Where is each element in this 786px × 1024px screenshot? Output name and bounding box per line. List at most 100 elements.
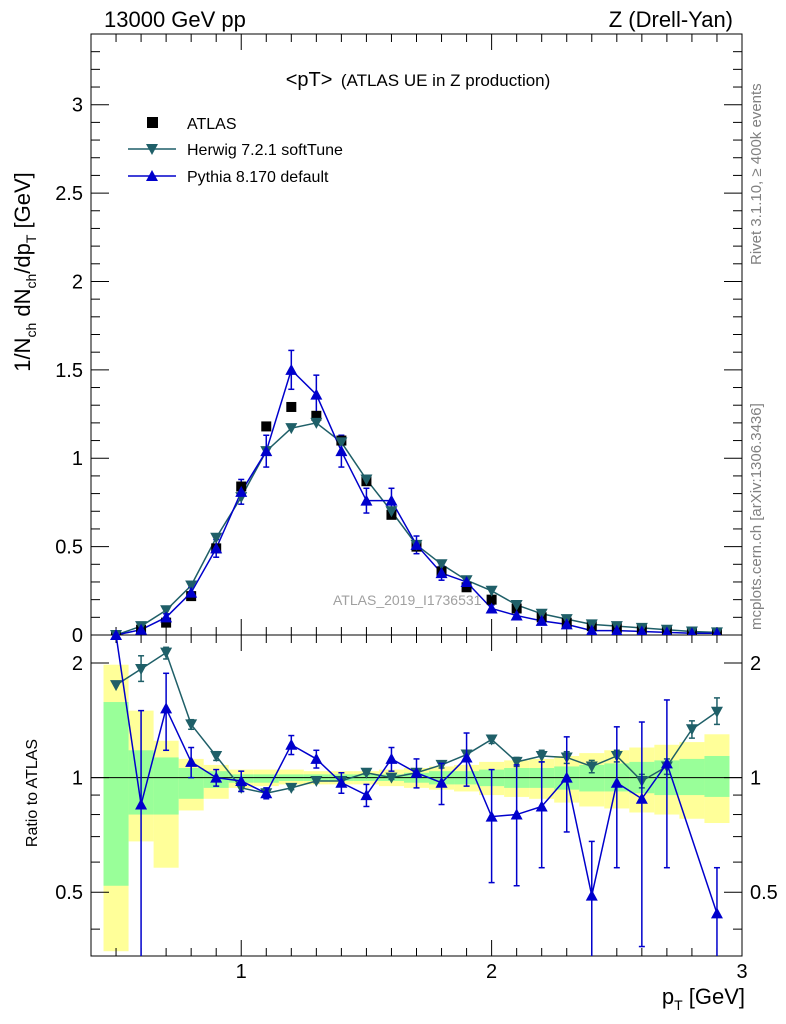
band-green-bin [153,757,179,815]
pythia-ratio-point [585,889,598,901]
atlas-point [486,594,497,605]
pythia-point [310,388,323,400]
herwig-point [485,585,498,597]
pythia-point [335,445,348,457]
pythia-point [485,602,498,614]
pythia-ratio-point [210,771,223,783]
x-tick-label: 1 [236,961,247,983]
herwig-point [435,559,448,571]
pythia-ratio-point [635,792,648,804]
side-text-mcplots: mcplots.cern.ch [arXiv:1306.3436] [748,403,765,630]
pythia-ratio-point [235,774,248,786]
ratio-y-tick-label: 0.5 [55,882,83,904]
y-tick-label: 1.5 [55,360,83,382]
pythia-ratio-point [560,771,573,783]
y-tick-label: 0 [72,625,83,647]
herwig-ratio-point [585,761,598,773]
atlas-point [161,617,172,628]
y-tick-label: 0.5 [55,537,83,559]
pythia-ratio-point [285,738,298,750]
herwig-point [385,506,398,518]
ratio-uncertainty-bands [103,664,730,952]
pythia-point [712,627,722,635]
pythia-point [510,609,523,621]
plot-title-main: <pT> [286,69,333,91]
pythia-ratio-point [385,752,398,764]
pythia-point [135,623,148,635]
band-green-bin [103,702,129,886]
pythia-point [662,626,672,635]
y-tick-label: 2.5 [55,183,83,205]
pythia-ratio-point [110,635,123,640]
herwig-ratio-point [310,775,323,787]
analysis-watermark: ATLAS_2019_I1736531 [333,592,482,608]
herwig-point [335,437,348,449]
herwig-ratio-point [185,719,198,731]
main-ylabel: 1/Nch dNch/dpT [GeV] [10,172,39,372]
pythia-point [210,542,223,554]
herwig-point [535,608,548,620]
x-tick-label: 3 [736,961,747,983]
band-green-bin [253,774,279,783]
pythia-ratio-point [185,755,198,767]
pythia-point [636,625,648,635]
herwig-ratio-point [160,647,173,659]
pythia-ratio-line [115,635,718,914]
pythia-ratio-point [460,751,473,763]
xlabel: pT [GeV] [662,984,745,1013]
pythia-ratio-point [160,702,173,714]
pythia-point [586,624,598,635]
atlas-point [311,410,322,421]
legend-label-herwig: Herwig 7.2.1 softTune [187,142,343,159]
herwig-ratio-point [285,782,298,794]
pythia-point [535,614,548,626]
legend-marker-pythia [146,170,158,181]
herwig-ratio-point [210,750,223,762]
tick-labels: 1 2 3 0 0.5 1 1.5 2 2.5 3 0.5 0.5 1 1 2 2 [55,95,778,983]
x-tick-label: 2 [486,961,497,983]
pythia-ratio-point [510,808,523,820]
pythia-ratio-point [435,776,448,788]
atlas-point [261,421,272,432]
atlas-point [286,401,297,412]
herwig-ratio-point [360,767,373,779]
pythia-point [687,627,697,635]
band-green-bin [704,755,730,797]
legend: ATLAS Herwig 7.2.1 softTune Pythia 8.170… [128,116,343,186]
pythia-point [285,363,298,375]
legend-label-pythia: Pythia 8.170 default [187,169,329,186]
pythia-ratio-point [485,810,498,822]
herwig-ratio-point [385,772,398,784]
herwig-ratio-point [685,724,698,736]
herwig-point [185,580,198,592]
herwig-ratio-point [535,750,548,762]
legend-label-atlas: ATLAS [187,116,237,133]
pythia-ratio-point [710,907,723,919]
herwig-ratio-point [710,706,723,718]
pythia-ratio-point [260,787,273,799]
ratio-y-tick-label: 2 [72,653,83,675]
legend-marker-herwig [146,144,158,155]
pythia-ratio-point [660,757,673,769]
pythia-point [460,575,473,587]
axis-ticks [90,33,743,956]
legend-marker-atlas [147,117,158,128]
pythia-point [112,629,120,635]
herwig-point [310,417,323,429]
pythia-point [235,485,248,497]
y-tick-label: 1 [72,448,83,470]
herwig-ratio-point [135,663,148,675]
ratio-y-tick-label-right: 2 [750,653,761,675]
pythia-point [435,567,448,579]
ratio-series [110,635,723,956]
ratio-ylabel: Ratio to ATLAS [24,739,41,847]
pythia-ratio-point [335,776,348,788]
pythia-point [385,494,398,506]
side-text-rivet: Rivet 3.1.10, ≥ 400k events [748,83,765,265]
ratio-y-tick-label: 1 [72,768,83,790]
band-green-bin [679,758,705,796]
plot-title-sub: (ATLAS UE in Z production) [341,71,550,90]
pythia-point [185,586,198,598]
pythia-ratio-point [360,789,373,801]
